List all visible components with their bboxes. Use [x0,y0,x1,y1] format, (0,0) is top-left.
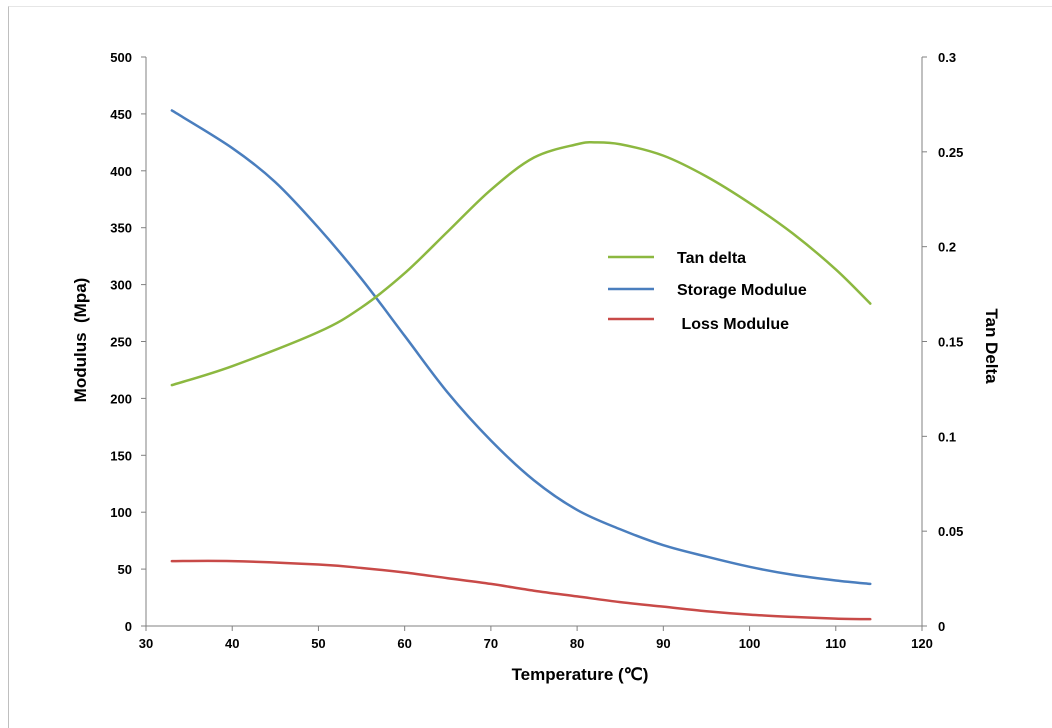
legend-label-storage-modulue: Storage Modulue [677,282,807,299]
y-tick-label: 500 [110,50,132,65]
chart-frame [8,6,1052,728]
y-tick-label: 250 [110,335,132,350]
series-line-tan-delta [170,141,872,387]
y2-axis-title: Tan Delta [982,308,1001,384]
x-tick-label: 70 [484,636,498,651]
series-lines [170,109,872,621]
y2-tick-label: 0.2 [938,240,956,255]
y-tick-label: 100 [110,505,132,520]
y-tick-label: 400 [110,164,132,179]
y-tick-label: 350 [110,221,132,236]
x-tick-label: 90 [656,636,670,651]
y-axis-title: Modulus (Mpa) [71,278,90,403]
axes [141,56,927,631]
x-tick-label: 80 [570,636,584,651]
series-line-loss-modulue [170,559,872,621]
x-tick-label: 100 [739,636,761,651]
y-tick-label: 200 [110,391,132,406]
y-tick-label: 0 [125,619,132,634]
x-tick-label: 110 [825,636,846,651]
x-tick-label: 60 [397,636,411,651]
x-tick-label: 30 [139,636,153,651]
y-tick-label: 50 [118,562,132,577]
legend-label-loss-modulue: Loss Modulue [677,316,789,333]
y-tick-label: 450 [110,107,132,122]
x-tick-label: 40 [225,636,239,651]
legend: Tan delta Storage Modulue Loss Modulue [608,250,807,333]
x-tick-label: 120 [911,636,933,651]
y-tick-label: 300 [110,278,132,293]
legend-label-tan-delta: Tan delta [677,250,746,267]
x-axis-title: Temperature (℃) [512,665,649,684]
y2-tick-label: 0.15 [938,335,963,350]
y2-tick-label: 0.25 [938,145,963,160]
y2-tick-label: 0.1 [938,429,956,444]
y-tick-label: 150 [110,448,132,463]
series-line-storage-modulue [170,109,872,586]
y2-tick-label: 0 [938,619,945,634]
x-tick-label: 50 [311,636,325,651]
tick-labels: 30 40 50 60 70 80 90 100 110 120 0 50 100 150 200 250 30… [110,50,963,651]
y2-tick-label: 0.05 [938,524,963,539]
y2-tick-label: 0.3 [938,50,956,65]
